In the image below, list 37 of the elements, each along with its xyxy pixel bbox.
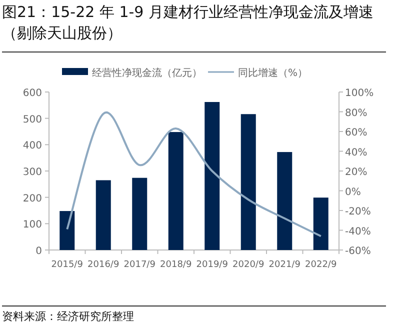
y-tick-label: 600 [22,88,42,99]
y2-tick-label: 20% [345,167,368,178]
bar [96,180,111,250]
bar [204,102,220,250]
line-series [66,112,322,238]
y2-tick-label: 0% [345,186,361,198]
x-tick-label: 2021/9 [268,260,301,270]
legend-label: 同比增速（%） [238,67,308,79]
bar [240,114,256,250]
x-tick-label: 2022/9 [305,260,337,270]
text: 资料来源：经济研究所整理 [2,310,134,323]
y2-tick-label: 60% [345,128,368,138]
y-tick-label: 400 [22,140,42,152]
y2-tick-label: 40% [345,147,368,158]
y2-tick-label: -40% [345,226,371,238]
bar [313,198,328,250]
x-tick-label: 2018/9 [160,260,192,270]
bar [168,132,184,250]
y2-tick-label: 80% [345,108,368,119]
x-tick-label: 2017/9 [124,260,156,270]
y2-tick-label: -20% [345,206,371,218]
chart-title: 图21：15-22 年 1-9 月建材行业经营性净现金流及增速（剔除天山股份） [2,2,374,44]
y-tick-label: 500 [22,114,42,126]
legend-label: 经营性净现金流（亿元） [92,67,202,79]
y2-tick-label: 100% [345,88,374,99]
y2-tick-label: -60% [345,246,371,257]
x-tick-label: 2015/9 [51,260,84,270]
bar [277,152,292,250]
y-tick-label: 100 [22,220,42,231]
y-tick-label: 200 [22,193,42,204]
y-tick-label: 300 [22,167,42,178]
x-tick-label: 2016/9 [88,260,120,270]
y-tick-label: 0 [36,246,42,257]
bar [132,178,148,250]
bar [60,211,75,250]
x-tick-label: 2019/9 [196,260,228,270]
x-tick-label: 2020/9 [232,260,264,270]
